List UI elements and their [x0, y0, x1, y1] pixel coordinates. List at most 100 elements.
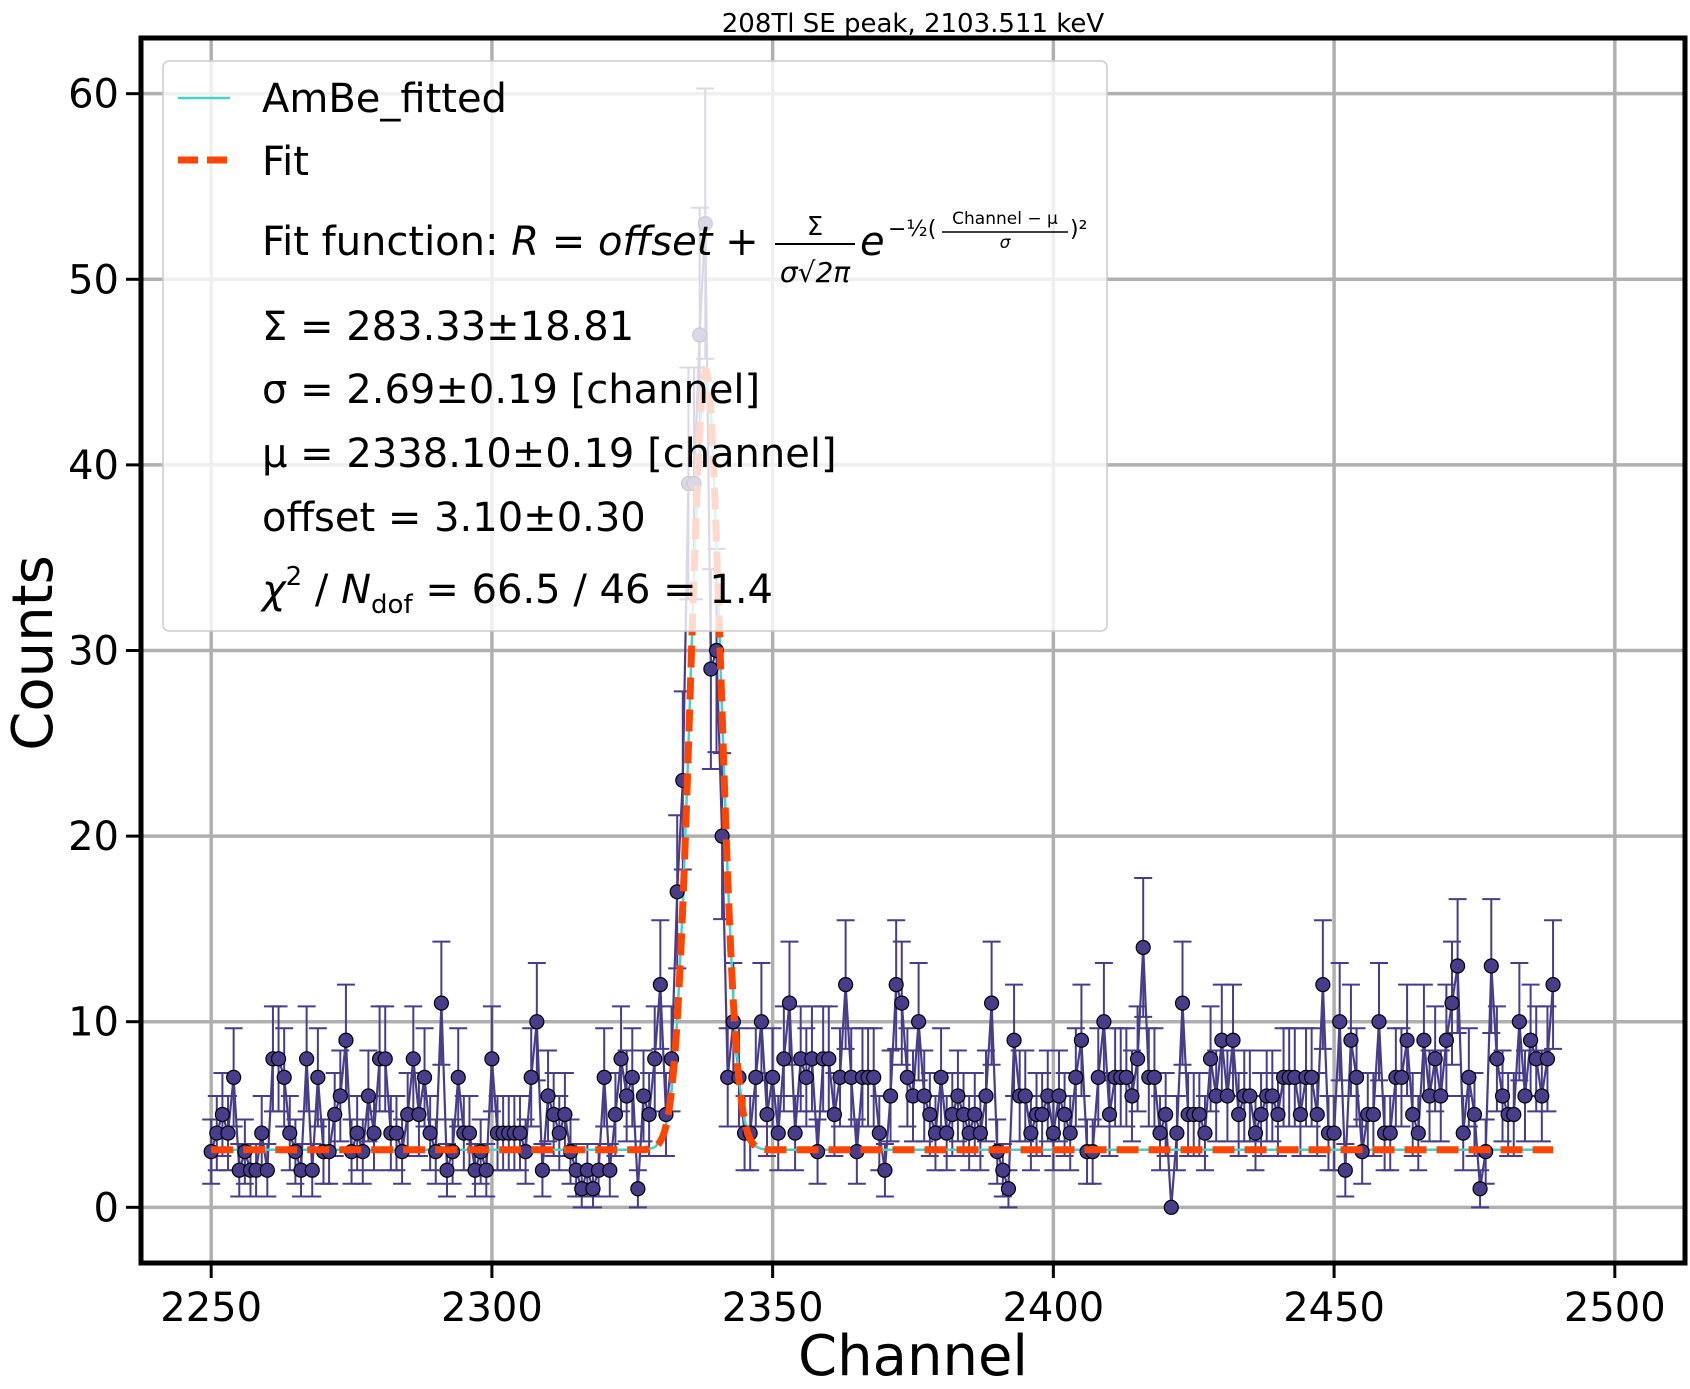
- y-tick-label: 0: [94, 1185, 119, 1231]
- x-tick-label: 2400: [1002, 1285, 1104, 1331]
- legend-param-sum: Σ = 283.33±18.81: [262, 304, 634, 350]
- x-tick-label: 2450: [1283, 1285, 1385, 1331]
- data-point: [619, 1088, 635, 1104]
- y-tick-label: 40: [68, 443, 119, 489]
- data-point: [1231, 1106, 1247, 1123]
- data-point: [1534, 1088, 1550, 1104]
- data-point: [433, 995, 449, 1011]
- data-point: [349, 1125, 365, 1141]
- data-point: [753, 1014, 770, 1030]
- data-point: [1371, 1014, 1387, 1030]
- data-point: [338, 1032, 354, 1048]
- data-point: [838, 976, 854, 993]
- data-point: [366, 1125, 382, 1141]
- data-point: [647, 1051, 663, 1067]
- data-point: [770, 1125, 786, 1141]
- legend-formula-exponent: −½(: [888, 217, 936, 242]
- data-point: [613, 1051, 629, 1067]
- data-point: [1169, 1125, 1185, 1141]
- y-tick-label: 20: [68, 814, 119, 860]
- axis-ticks: 2250 2300 2350 2400 2450 2500 0 10 20 30 40 50 60: [68, 72, 1666, 1331]
- legend-data-label: AmBe_fitted: [262, 76, 507, 122]
- x-tick-label: 2300: [441, 1285, 543, 1331]
- data-point: [630, 1181, 646, 1197]
- data-point: [899, 1069, 915, 1085]
- data-point: [978, 1088, 994, 1104]
- data-point: [557, 1106, 573, 1123]
- data-point: [1073, 1032, 1090, 1048]
- data-point: [270, 1051, 287, 1067]
- data-point: [877, 1162, 893, 1178]
- data-point: [1242, 1088, 1258, 1104]
- y-tick-label: 50: [68, 257, 119, 303]
- data-point: [388, 1125, 405, 1141]
- x-axis-label: Channel: [798, 1324, 1028, 1389]
- legend: AmBe_fitted Fit Fit function: R = offset…: [162, 60, 1108, 632]
- data-point: [1494, 1088, 1511, 1104]
- data-point: [1006, 1032, 1022, 1048]
- data-point: [1202, 1051, 1219, 1067]
- legend-formula-numerator: Σ: [807, 212, 823, 242]
- x-tick-label: 2350: [722, 1285, 824, 1331]
- data-point: [512, 1125, 528, 1141]
- data-point: [1332, 1014, 1348, 1030]
- data-point: [703, 661, 719, 677]
- data-point: [602, 1162, 618, 1178]
- legend-param-mu: μ = 2338.10±0.19 [channel]: [262, 431, 837, 477]
- data-point: [1191, 1106, 1207, 1123]
- data-point: [220, 1125, 236, 1141]
- data-point: [1017, 1088, 1033, 1104]
- data-point: [1270, 1106, 1286, 1123]
- data-point: [1253, 1106, 1269, 1123]
- data-point: [1118, 1069, 1134, 1085]
- data-point: [1455, 1125, 1471, 1141]
- data-point: [641, 1106, 657, 1123]
- data-point: [327, 1106, 343, 1123]
- data-point: [1405, 1106, 1421, 1123]
- x-tick-label: 2250: [160, 1285, 262, 1331]
- data-point: [478, 1162, 494, 1178]
- data-point: [624, 1069, 640, 1085]
- data-point: [1135, 939, 1151, 956]
- data-point: [310, 1069, 326, 1085]
- data-point: [1023, 1125, 1039, 1141]
- data-point: [1539, 1051, 1556, 1067]
- data-point: [1365, 1106, 1381, 1123]
- data-point: [1326, 1125, 1342, 1141]
- data-point: [534, 1162, 551, 1178]
- data-point: [1152, 1125, 1168, 1141]
- data-point: [226, 1069, 242, 1085]
- data-point: [461, 1125, 478, 1141]
- chart-title: 208Tl SE peak, 2103.511 keV: [722, 9, 1105, 39]
- data-point: [304, 1162, 320, 1178]
- data-point: [596, 1069, 612, 1085]
- legend-param-offset: offset = 3.10±0.30: [262, 495, 646, 541]
- data-point: [1219, 1088, 1236, 1104]
- data-point: [871, 1125, 887, 1141]
- data-point: [1489, 1051, 1505, 1067]
- legend-formula-exp-denominator: σ: [1000, 233, 1012, 253]
- data-point: [1348, 1069, 1365, 1085]
- data-point: [1427, 1051, 1443, 1067]
- data-point: [523, 1069, 539, 1085]
- plot-frame: [138, 35, 1688, 1266]
- data-point: [1410, 1125, 1426, 1141]
- data-point: [411, 1106, 427, 1123]
- data-point: [1090, 1069, 1106, 1085]
- data-point: [1466, 1106, 1483, 1123]
- data-point: [759, 1106, 775, 1123]
- data-point: [1545, 976, 1561, 993]
- legend-param-chi2: χ2 / Ndof = 66.5 / 46 = 1.4: [260, 562, 773, 620]
- data-point: [1506, 1106, 1522, 1123]
- legend-fit-label: Fit: [262, 139, 309, 185]
- data-point: [1158, 1106, 1174, 1123]
- data-point: [332, 1088, 348, 1104]
- data-point: [439, 1162, 455, 1178]
- y-tick-label: 60: [68, 72, 119, 118]
- legend-formula-exp-end: )²: [1070, 217, 1087, 242]
- data-point: [995, 1162, 1011, 1178]
- data-point: [1225, 1032, 1241, 1048]
- data-point: [1163, 1199, 1179, 1215]
- data-point: [1382, 1125, 1398, 1141]
- data-point: [1399, 1032, 1415, 1048]
